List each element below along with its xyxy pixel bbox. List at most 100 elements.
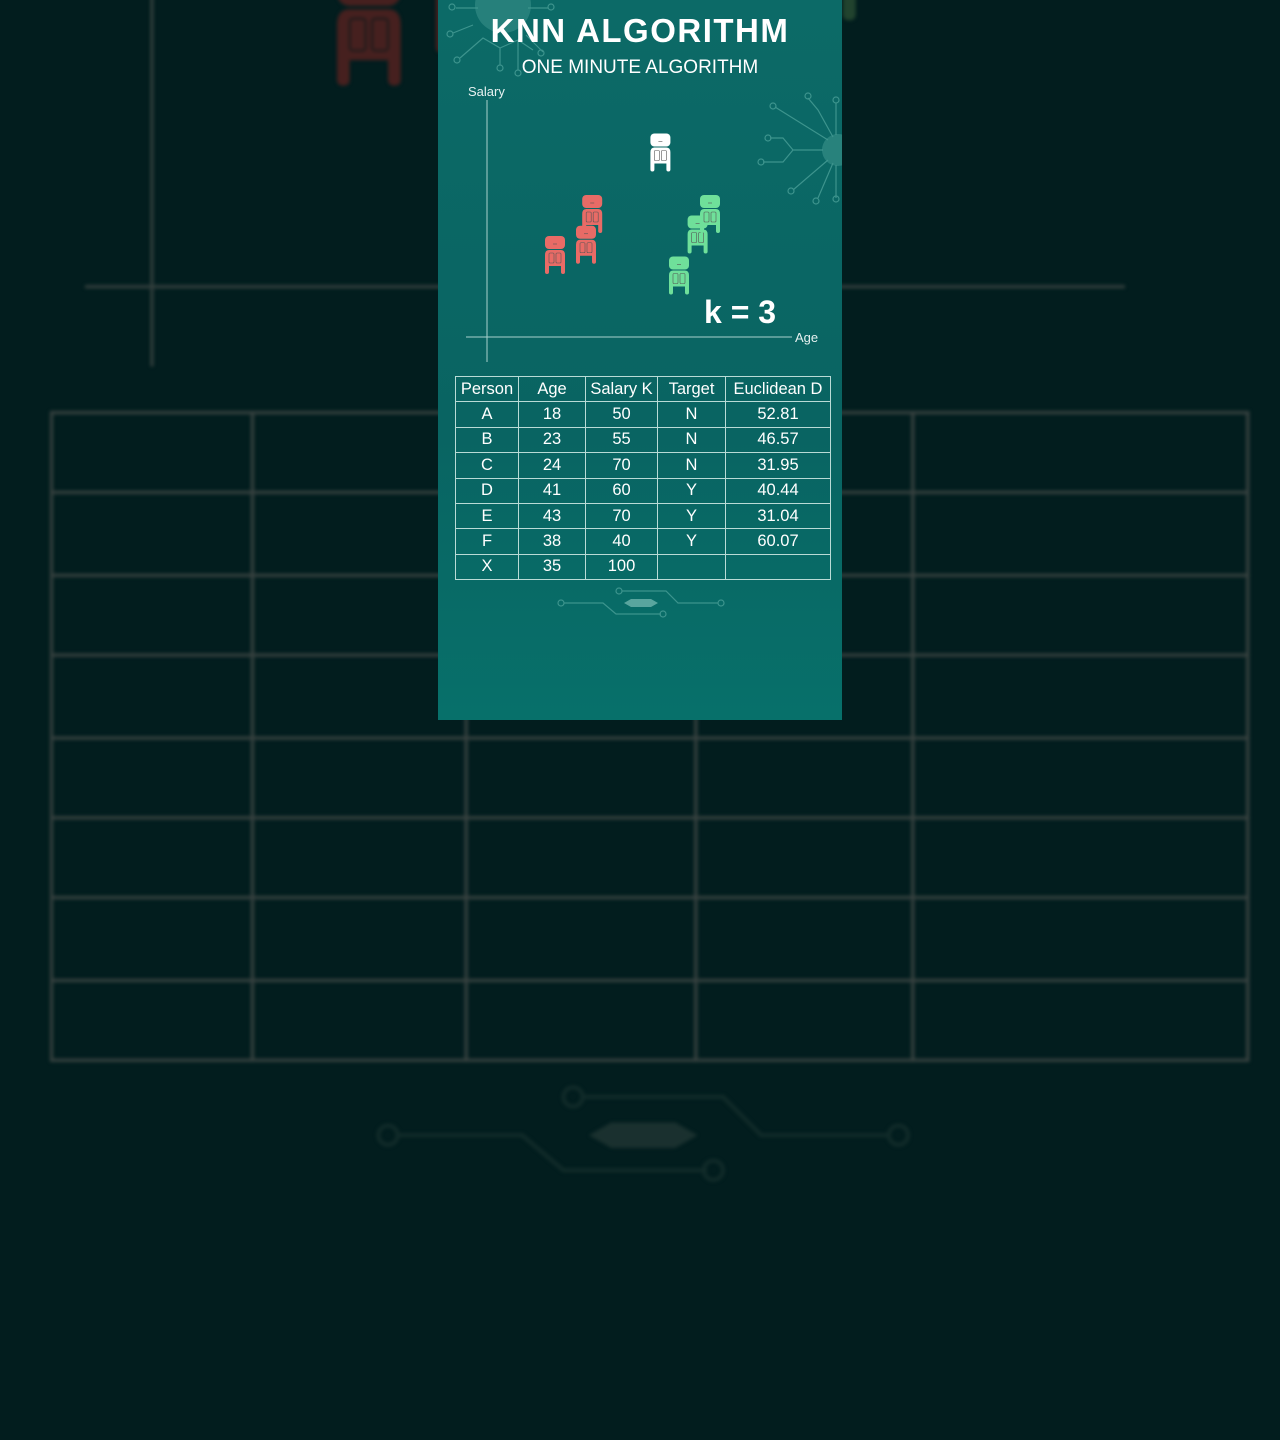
table-row <box>49 734 1250 820</box>
table-cell: N <box>657 426 726 454</box>
background-grid-cell <box>250 573 468 658</box>
table-cell: 40 <box>585 528 658 555</box>
background-grid-cell <box>911 492 1250 577</box>
person-figure-icon-N <box>576 225 596 264</box>
background-grid-cell <box>694 815 915 901</box>
background-grid-cell <box>911 654 1250 739</box>
table-cell: 60 <box>585 477 658 504</box>
table-cell: E <box>455 502 519 530</box>
table-cell: Y <box>657 502 726 530</box>
table-cell: 70 <box>585 502 658 530</box>
distance-table: Person Age Salary K Target Euclidean D A 18 50… <box>455 375 831 581</box>
background-grid-cell <box>911 734 1250 820</box>
table-cell: 50 <box>585 401 658 428</box>
background-grid-cell <box>250 492 468 577</box>
background-grid-cell <box>49 977 255 1063</box>
table-row: X 35 100 <box>455 553 831 581</box>
background-grid-cell <box>464 734 698 820</box>
table-cell: C <box>455 452 519 479</box>
circuit-node-icon <box>822 134 842 166</box>
background-grid-cell <box>911 573 1250 658</box>
slide-content: KNN ALGORITHM ONE MINUTE ALGORITHM Salar… <box>438 0 842 720</box>
table-cell: 18 <box>518 401 586 428</box>
table-cell: 60.07 <box>725 528 831 555</box>
background-grid-cell <box>464 815 698 901</box>
table-cell: D <box>455 477 519 504</box>
table-cell: Y <box>657 528 726 555</box>
video-title: KNN ALGORITHM <box>490 12 790 49</box>
table-cell: N <box>657 452 726 479</box>
person-figure-icon-Y <box>669 256 689 295</box>
background-grid-cell <box>250 654 468 739</box>
circuit-node-icon <box>475 0 531 33</box>
x-axis-label: Age <box>795 330 819 345</box>
background-grid-cell <box>250 411 468 496</box>
table-cell: X <box>455 553 519 581</box>
table-cell: 24 <box>518 452 586 479</box>
table-cell: Y <box>657 477 726 504</box>
table-cell: B <box>455 426 519 454</box>
background-grid-cell <box>464 896 698 982</box>
table-cell: 35 <box>518 553 586 581</box>
video-frame-panel: KNN ALGORITHM ONE MINUTE ALGORITHM Salar… <box>438 0 842 720</box>
data-points <box>545 133 720 295</box>
person-figure-icon-Y <box>700 195 720 233</box>
table-header-row: Person Age Salary K Target Euclidean D <box>455 375 831 403</box>
background-grid-cell <box>911 977 1250 1063</box>
background-grid-cell <box>49 411 255 496</box>
table-row: B 23 55 N 46.57 <box>455 426 831 454</box>
query-person-figure-icon <box>650 133 671 172</box>
table-cell: 41 <box>518 477 586 504</box>
person-figure-icon-N <box>582 195 603 233</box>
background-grid-cell <box>49 815 255 901</box>
table-cell: F <box>455 528 519 555</box>
table-row <box>49 815 1250 901</box>
column-header: Target <box>657 375 726 403</box>
column-header: Euclidean D <box>725 375 831 403</box>
column-header: Age <box>518 375 586 403</box>
table-cell <box>725 553 831 581</box>
table-cell: 52.81 <box>725 401 831 428</box>
background-grid-cell <box>911 896 1250 982</box>
table-cell: 31.04 <box>725 502 831 530</box>
table-cell: 40.44 <box>725 477 831 504</box>
table-cell <box>657 553 726 581</box>
k-value-label: k = 3 <box>704 294 777 330</box>
table-cell: 46.57 <box>725 426 831 454</box>
background-grid-cell <box>49 492 255 577</box>
table-row <box>49 977 1250 1063</box>
background-grid-cell <box>49 734 255 820</box>
background-grid-cell <box>694 734 915 820</box>
background-grid-cell <box>49 654 255 739</box>
background-grid-cell <box>911 815 1250 901</box>
circuit-decorations <box>446 0 842 618</box>
table-cell: 38 <box>518 528 586 555</box>
table-row <box>49 896 1250 982</box>
background-grid-cell <box>250 815 468 901</box>
column-header: Salary K <box>585 375 658 403</box>
table-cell: 31.95 <box>725 452 831 479</box>
column-header: Person <box>455 375 519 403</box>
background-grid-cell <box>250 734 468 820</box>
background-grid-cell <box>911 411 1250 496</box>
table-cell: N <box>657 401 726 428</box>
background-grid-cell <box>694 896 915 982</box>
table-cell: A <box>455 401 519 428</box>
table-cell: 55 <box>585 426 658 454</box>
table-cell: 23 <box>518 426 586 454</box>
background-grid-cell <box>464 977 698 1063</box>
table-row: C 24 70 N 31.95 <box>455 452 831 479</box>
background-grid-cell <box>694 977 915 1063</box>
table-row: F 38 40 Y 60.07 <box>455 528 831 555</box>
person-figure-icon-N <box>545 236 565 274</box>
background-grid-cell <box>250 977 468 1063</box>
background-grid-cell <box>49 896 255 982</box>
background-grid-cell <box>250 896 468 982</box>
table-cell: 70 <box>585 452 658 479</box>
table-row: E 43 70 Y 31.04 <box>455 502 831 530</box>
table-cell: 100 <box>585 553 658 581</box>
table-row: D 41 60 Y 40.44 <box>455 477 831 504</box>
video-subtitle: ONE MINUTE ALGORITHM <box>521 57 759 78</box>
person-figure-icon-N <box>336 0 401 86</box>
y-axis-label: Salary <box>468 84 505 99</box>
